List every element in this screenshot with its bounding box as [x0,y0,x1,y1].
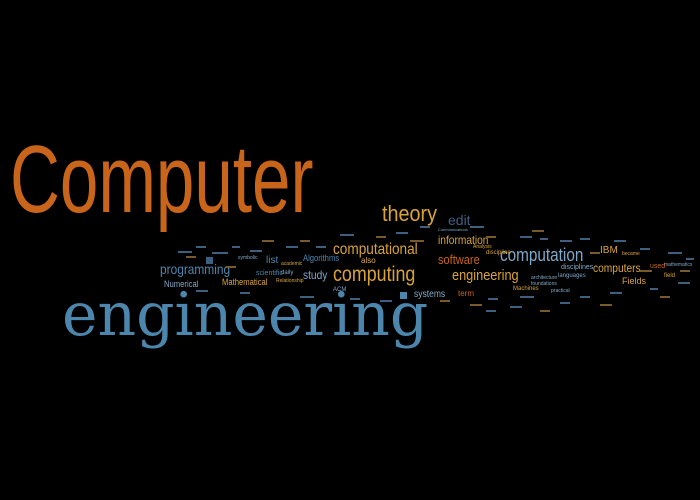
word-discipline: discipline [486,250,511,256]
word-mathematics: mathematics [664,262,693,268]
word-theory: theory [382,201,438,226]
word-relationship: Relationship [276,278,304,284]
word-computers: computers [593,261,641,275]
word-study: study [303,268,328,282]
word-architecture: architecture [531,275,558,281]
word-academic: academic [281,261,303,267]
word-symbolic: symbolic [238,255,258,261]
word-computational: computational [333,241,418,258]
word-communications: Communications [438,227,468,232]
word-daily: daily [281,270,294,276]
word-computation: computation [500,245,584,265]
word-mathematical: Mathematical [222,277,268,287]
word-engineering-large: engineering [62,280,429,350]
word-programming: programming [160,261,231,277]
word-algorithms: Algorithms [303,253,340,263]
word-scientific: scientific [256,270,283,277]
word-list: list [266,255,279,266]
word-became: became [622,251,640,257]
word-information: information [438,233,489,247]
word-computer: Computer [10,126,314,233]
word-edit: edit [448,212,471,228]
word-used: used [650,263,666,270]
word-disciplines: disciplines [561,264,594,271]
word-practical: practical [551,288,570,294]
word-also: also [361,256,376,265]
word-numerical: Numerical [164,279,199,289]
word-field: field [664,273,676,279]
word-foundations: foundations [531,281,557,287]
word-engineering-mid: engineering [452,267,519,284]
word-acm: ACM [333,287,347,293]
word-software: software [438,252,480,267]
word-systems: systems [414,289,446,300]
word-fields: Fields [622,276,647,286]
word-term: term [458,289,474,298]
word-ibm: IBM [600,245,618,256]
word-analysis: Analysis [473,244,492,250]
word-languages: languages [558,273,586,279]
word-machines: Machines [513,286,539,292]
word-computing: computing [333,263,416,286]
